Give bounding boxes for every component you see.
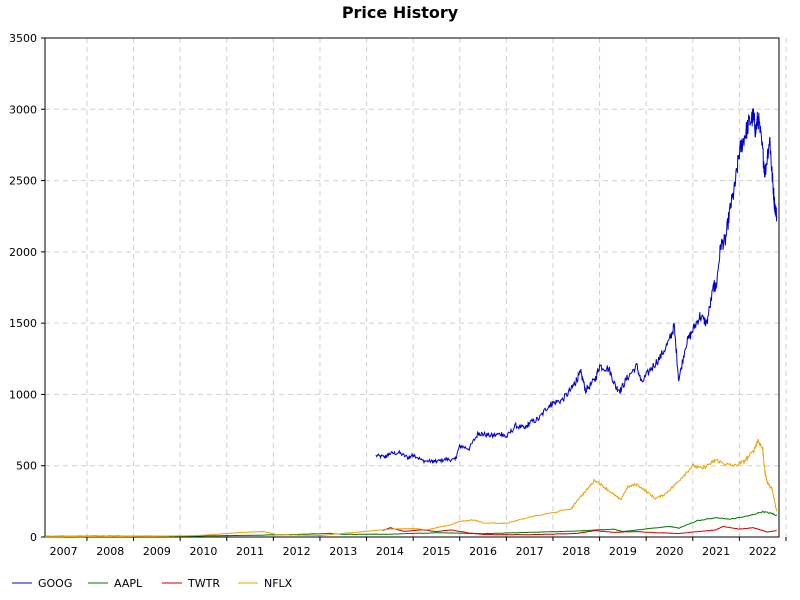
x-tick-label: 2018 (562, 545, 590, 558)
series-line-goog (375, 108, 778, 465)
y-tick-label: 2000 (9, 246, 37, 259)
x-tick-label: 2020 (655, 545, 683, 558)
x-tick-label: 2007 (50, 545, 78, 558)
y-tick-label: 3500 (9, 32, 37, 45)
x-tick-label: 2016 (469, 545, 497, 558)
x-tick-label: 2013 (329, 545, 357, 558)
x-tick-label: 2021 (702, 545, 730, 558)
x-tick-label: 2010 (189, 545, 217, 558)
x-tick-label: 2012 (283, 545, 311, 558)
legend-label-twtr: TWTR (187, 577, 220, 590)
x-tick-label: 2017 (516, 545, 544, 558)
x-tick-label: 2011 (236, 545, 264, 558)
legend-label-goog: GOOG (38, 577, 72, 590)
series-line-aapl (44, 510, 778, 537)
y-tick-label: 3000 (9, 103, 37, 116)
legend-label-nflx: NFLX (264, 577, 293, 590)
legend-label-aapl: AAPL (114, 577, 143, 590)
series-line-twtr (382, 525, 777, 536)
chart-title: Price History (341, 3, 459, 22)
x-tick-label: 2022 (749, 545, 777, 558)
x-tick-label: 2009 (143, 545, 171, 558)
x-tick-label: 2008 (96, 545, 124, 558)
y-tick-label: 500 (16, 460, 37, 473)
x-tick-label: 2014 (376, 545, 404, 558)
y-tick-label: 2500 (9, 175, 37, 188)
x-tick-label: 2015 (422, 545, 450, 558)
y-tick-label: 1500 (9, 317, 37, 330)
series-line-nflx (44, 438, 778, 538)
x-tick-label: 2019 (609, 545, 637, 558)
y-tick-label: 0 (30, 531, 37, 544)
y-tick-label: 1000 (9, 388, 37, 401)
plot-area-frame (44, 37, 780, 538)
